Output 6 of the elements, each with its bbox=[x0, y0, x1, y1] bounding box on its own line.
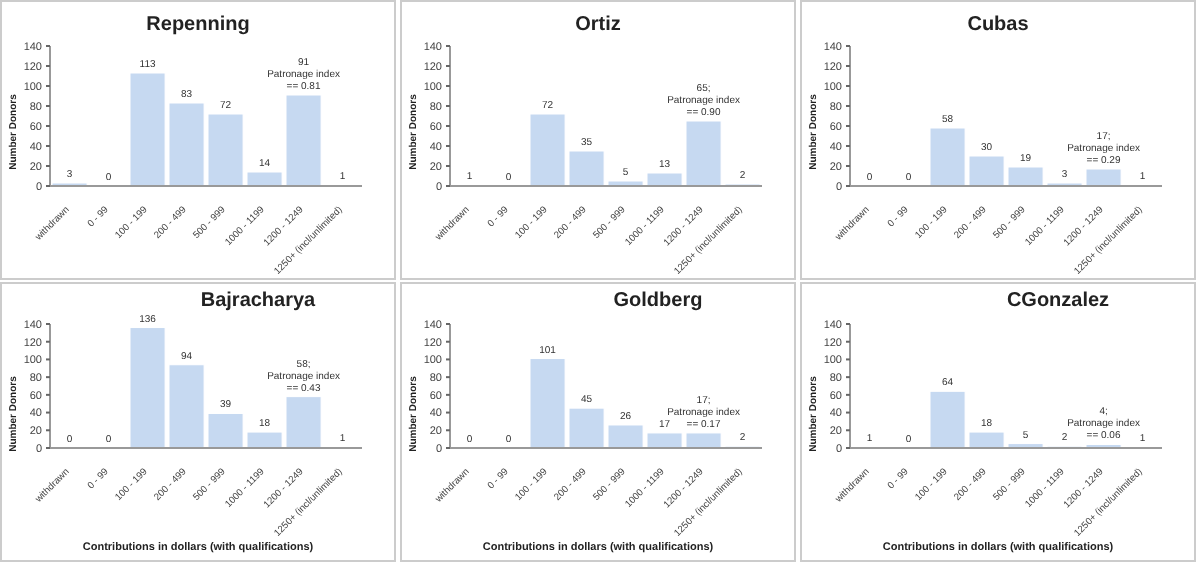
chart-title: Cubas bbox=[965, 14, 1031, 36]
chart-title: Bajracharya bbox=[198, 290, 318, 312]
chart-title: Repenning bbox=[144, 14, 252, 36]
chart-title: CGonzalez bbox=[1004, 290, 1112, 312]
chart-title: Ortiz bbox=[573, 14, 623, 36]
chart-title: Goldberg bbox=[611, 290, 705, 312]
